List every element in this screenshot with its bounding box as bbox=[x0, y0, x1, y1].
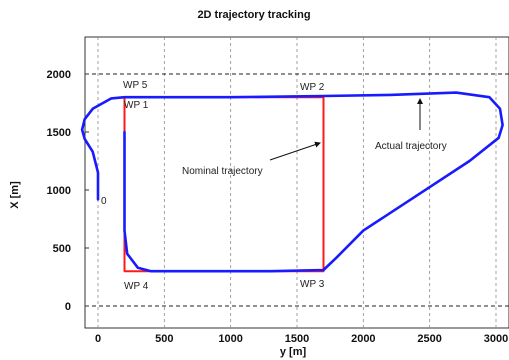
x-tick-label: 500 bbox=[155, 333, 173, 345]
waypoint-label-wp2: WP 2 bbox=[300, 82, 325, 93]
y-tick-label: 500 bbox=[53, 243, 71, 255]
x-tick-label: 2000 bbox=[351, 333, 375, 345]
waypoint-label-wp4: WP 4 bbox=[124, 281, 149, 292]
nominal-trajectory-line bbox=[123, 96, 325, 273]
waypoint-label-wp3: WP 3 bbox=[300, 279, 325, 290]
chart-title: 2D trajectory tracking bbox=[197, 9, 310, 21]
waypoint-label-wp1: WP 1 bbox=[124, 100, 149, 111]
x-tick-label: 1500 bbox=[285, 333, 309, 345]
x-axis-label: y [m] bbox=[280, 346, 307, 358]
series bbox=[80, 91, 504, 273]
nominal-trajectory-label: Nominal trajectory bbox=[182, 166, 263, 177]
x-tick-label: 2500 bbox=[417, 333, 441, 345]
y-tick-label: 0 bbox=[65, 301, 71, 313]
horizontal-reference-lines bbox=[85, 73, 509, 307]
x-tick-label: 0 bbox=[95, 333, 101, 345]
x-tick-label: 1000 bbox=[218, 333, 242, 345]
x-tick-label: 3000 bbox=[484, 333, 508, 345]
y-tick-label: 1500 bbox=[47, 127, 71, 139]
origin-label: 0 bbox=[101, 196, 107, 207]
grid bbox=[97, 37, 497, 328]
nominal-arrow bbox=[269, 141, 321, 161]
tick-labels: 0 500 1000 1500 2000 2500 3000 0 500 1000 1500 2000 bbox=[47, 69, 509, 345]
y-tick-label: 1000 bbox=[47, 185, 71, 197]
waypoint-label-wp5: WP 5 bbox=[123, 80, 148, 91]
actual-trajectory-line bbox=[80, 91, 504, 273]
y-tick-label: 2000 bbox=[47, 69, 71, 81]
y-axis-label: X [m] bbox=[9, 181, 21, 209]
actual-trajectory-label: Actual trajectory bbox=[375, 141, 447, 152]
